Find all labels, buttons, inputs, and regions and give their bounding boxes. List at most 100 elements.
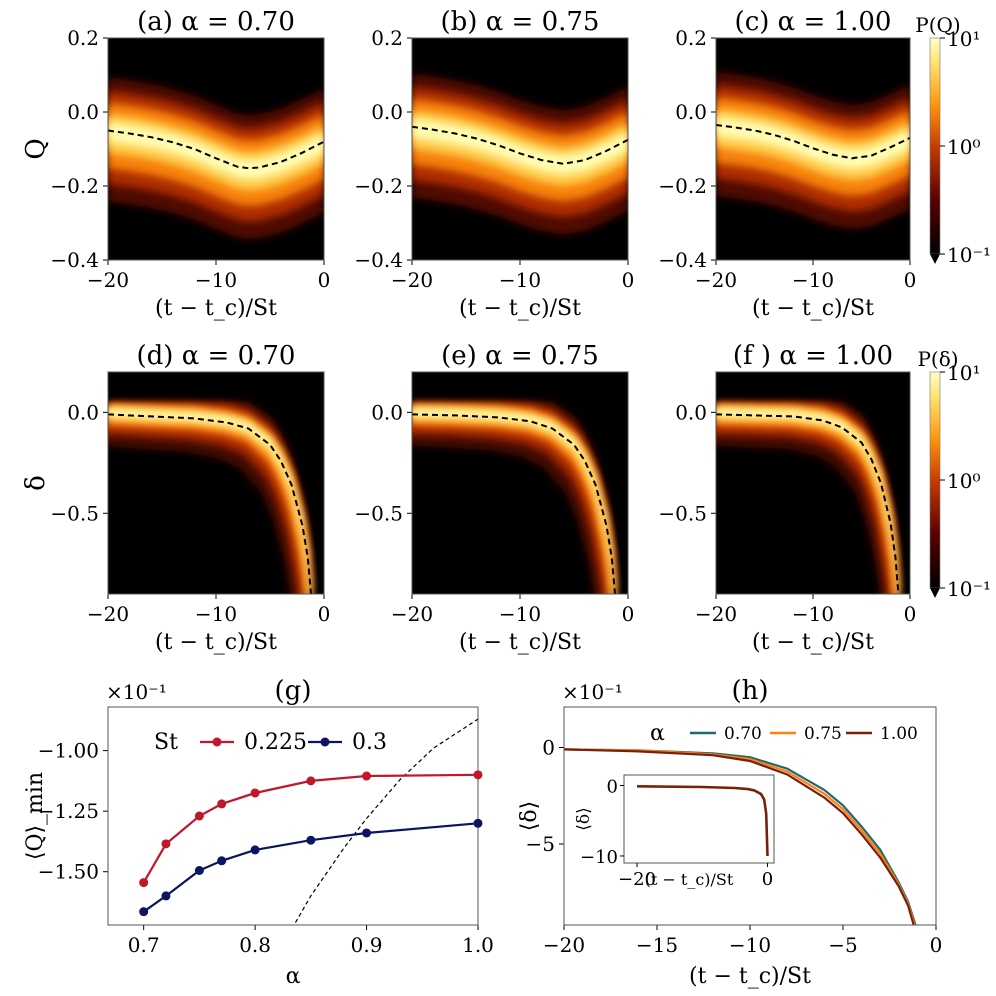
x-tick-label: −10 [792,268,834,292]
x-tick-label: −20 [87,268,129,292]
y-tick-label: 0.0 [371,100,403,124]
mean-curve-a [107,129,325,170]
series-point [250,845,260,855]
density-band [108,122,324,180]
colorbar-extend-arrow [930,588,940,598]
y-axis-label: ⟨Q⟩_min [23,772,48,860]
series-point [139,878,149,888]
axes-frame [107,37,325,261]
legend-label: 0.75 [804,724,842,744]
x-tick-label: 0 [622,268,635,292]
y-tick-label: 0.0 [371,400,403,424]
colorbar-tick-label: 10⁰ [947,469,980,493]
heatmap-density [716,71,910,230]
x-tick-label: 0.8 [239,933,271,957]
y-tick-label: −1.25 [38,799,99,823]
heatmap-panel-e [411,372,628,595]
panel-title: (h) [731,676,768,706]
axes-frame [411,371,629,595]
x-tick-label: 0 [904,268,917,292]
mean-curve-e [411,413,616,595]
legend-label: 0.225 [244,730,307,755]
legend-title: St [154,730,178,755]
inset-y-axis-label: ⟨δ⟩ [574,807,594,831]
legend-title: α [650,721,665,746]
colorbar-cbarD: 10¹ 10⁰ 10⁻¹ P(δ) [917,347,991,601]
series-line-0.225 [142,773,479,884]
x-tick-label: 0 [318,602,331,626]
colorbar-extend-arrow [930,254,940,264]
panel-g: ×10⁻¹ ⟨Q⟩_min St 0.225 0.3 [23,680,483,925]
series-point [473,770,483,780]
x-tick-label: 0.7 [128,933,160,957]
y-tick-label: −1.50 [38,860,99,884]
x-tick-label: 0 [904,602,917,626]
y-tick-label: −0.5 [50,501,99,525]
x-tick-label: −20 [391,602,433,626]
x-axis-label: (t − t_c)/St [459,296,581,321]
x-axis-label: α [286,964,301,989]
y-tick-label: 0.0 [67,400,99,424]
y-tick-label: −0.5 [658,501,707,525]
colorbar-cbarQ: 10¹ 10⁰ 10⁻¹ P(Q) [915,13,991,267]
axis-offset-label: ×10⁻¹ [562,680,623,704]
y-tick-label: −0.4 [658,248,707,272]
series-point [194,811,204,821]
colorbar-tick-label: 10⁻¹ [947,243,991,267]
axes-frame [563,706,937,926]
y-tick-label: 0 [542,736,555,760]
colorbar-tick-label: 10⁻¹ [947,577,991,601]
axis-offset-label: ×10⁻¹ [106,680,167,704]
y-axis-label: δ [21,475,51,491]
panel-title: (e) α = 0.75 [441,341,599,371]
density-band [716,404,899,594]
series-point [217,799,227,809]
y-tick-label: 0.0 [675,100,707,124]
series-point [362,771,372,781]
series-point [161,891,171,901]
x-tick-label: −5 [828,933,857,957]
x-tick-label: −20 [87,602,129,626]
legend-label: 1.00 [880,724,918,744]
legend-marker [212,737,222,747]
series-point [250,788,260,798]
colorbar-tick-label: 10¹ [947,361,980,385]
x-tick-label: 0.9 [351,933,383,957]
legend-label: 0.70 [724,724,762,744]
panel-title: (a) α = 0.70 [137,7,295,37]
x-tick-label: −10 [499,268,541,292]
series-point [306,776,316,786]
colorbar-gradient [929,37,941,255]
series-line-1.00 [563,748,915,926]
x-tick-label: −10 [195,268,237,292]
y-tick-label: −0.4 [354,248,403,272]
axes-frame [715,371,911,595]
y-tick-label: 0.2 [371,26,403,50]
x-tick-label: −10 [195,602,237,626]
y-tick-label: 0.0 [675,400,707,424]
x-tick-label: 0 [318,268,331,292]
y-tick-label: −1.00 [38,739,99,763]
panel-title: (d) α = 0.70 [137,341,296,371]
heatmap-panel-b [411,38,629,260]
dashed-reference-curve [293,718,478,925]
x-tick-label: −20 [391,268,433,292]
x-tick-label: −20 [695,268,737,292]
y-tick-label: −0.2 [354,174,403,198]
legend-label: 0.3 [352,730,387,755]
inset-x-axis-label: (t − t_c)/St [645,870,734,889]
panel-title: (b) α = 0.75 [441,7,600,37]
series-point [194,866,204,875]
x-tick-label: −20 [543,933,585,957]
density-band [108,404,311,594]
series-point [362,828,372,838]
x-axis-label: (t − t_c)/St [752,296,874,321]
axes-frame [107,706,479,926]
series-point [473,818,483,828]
panel-title: (c) α = 1.00 [735,7,892,37]
x-tick-label: −10 [499,602,541,626]
series-point [306,835,316,845]
axes-frame [411,37,629,261]
y-tick-label: −0.2 [658,174,707,198]
y-tick-label: −0.4 [50,248,99,272]
